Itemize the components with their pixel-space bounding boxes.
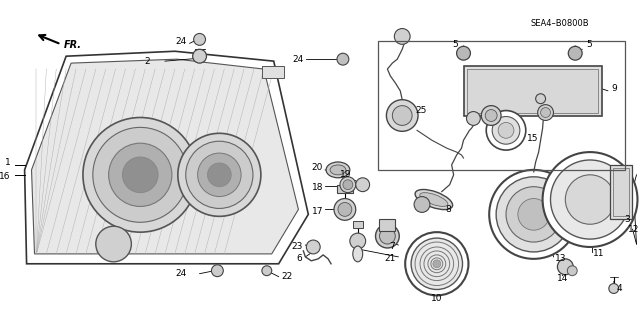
Text: 2: 2 — [145, 57, 150, 66]
Text: 20: 20 — [312, 163, 323, 172]
Text: 8: 8 — [445, 205, 451, 214]
Text: 6: 6 — [296, 254, 302, 263]
Text: FR.: FR. — [64, 40, 82, 50]
Bar — [337, 185, 353, 193]
Circle shape — [350, 233, 365, 249]
Text: 4: 4 — [617, 284, 622, 293]
Text: 12: 12 — [628, 225, 639, 234]
Circle shape — [433, 260, 441, 268]
Circle shape — [489, 170, 578, 259]
Bar — [262, 66, 284, 78]
Circle shape — [207, 163, 231, 187]
Text: 24: 24 — [175, 269, 187, 278]
Text: 1: 1 — [5, 159, 11, 167]
Circle shape — [541, 108, 550, 117]
Text: 3: 3 — [625, 215, 630, 224]
Circle shape — [93, 127, 188, 222]
Text: 5: 5 — [452, 40, 458, 49]
Circle shape — [543, 152, 637, 247]
Text: 10: 10 — [431, 294, 443, 303]
Circle shape — [550, 160, 630, 239]
Circle shape — [262, 266, 272, 276]
Circle shape — [456, 46, 470, 60]
Bar — [463, 66, 602, 115]
Circle shape — [394, 28, 410, 44]
Circle shape — [467, 112, 480, 125]
Circle shape — [557, 259, 573, 275]
Ellipse shape — [415, 189, 452, 210]
Text: 5: 5 — [586, 40, 592, 49]
Circle shape — [485, 110, 497, 122]
Text: 11: 11 — [593, 249, 605, 258]
Ellipse shape — [353, 246, 363, 262]
Text: 24: 24 — [292, 55, 303, 64]
Circle shape — [567, 266, 577, 276]
Circle shape — [340, 177, 356, 193]
Circle shape — [109, 143, 172, 206]
Circle shape — [536, 94, 545, 104]
Text: 17: 17 — [312, 207, 323, 216]
Circle shape — [343, 180, 353, 190]
Circle shape — [186, 141, 253, 208]
Circle shape — [356, 178, 370, 192]
Circle shape — [122, 157, 158, 193]
Bar — [610, 165, 632, 219]
Circle shape — [565, 175, 615, 224]
Text: 21: 21 — [384, 254, 396, 263]
Bar — [380, 219, 396, 231]
Circle shape — [518, 198, 550, 230]
Circle shape — [83, 117, 198, 232]
Text: 19: 19 — [340, 170, 351, 179]
Circle shape — [609, 284, 619, 293]
Circle shape — [492, 116, 520, 144]
Circle shape — [337, 53, 349, 65]
Circle shape — [498, 122, 514, 138]
Circle shape — [486, 111, 526, 150]
Text: 9: 9 — [612, 84, 618, 93]
Text: 25: 25 — [415, 106, 426, 115]
Ellipse shape — [326, 162, 350, 178]
Circle shape — [178, 133, 261, 216]
Circle shape — [414, 197, 430, 212]
Text: SEA4–B0800B: SEA4–B0800B — [531, 19, 589, 28]
Circle shape — [506, 187, 561, 242]
Text: 15: 15 — [527, 134, 538, 143]
Circle shape — [496, 177, 572, 252]
Circle shape — [392, 106, 412, 125]
Bar — [467, 69, 598, 113]
Bar — [612, 168, 628, 216]
Circle shape — [194, 33, 205, 45]
Bar — [378, 41, 625, 170]
Circle shape — [538, 105, 554, 121]
Circle shape — [380, 228, 396, 244]
Circle shape — [338, 203, 352, 216]
Circle shape — [481, 106, 501, 125]
Text: 7: 7 — [390, 242, 396, 251]
Circle shape — [411, 238, 463, 289]
Ellipse shape — [330, 165, 346, 175]
Circle shape — [96, 226, 131, 262]
Circle shape — [568, 46, 582, 60]
Polygon shape — [31, 59, 298, 254]
Circle shape — [193, 49, 207, 63]
Text: 22: 22 — [282, 272, 293, 281]
Text: 23: 23 — [291, 242, 302, 251]
Circle shape — [376, 224, 399, 248]
Polygon shape — [24, 51, 308, 264]
Text: 14: 14 — [557, 274, 568, 283]
Text: 16: 16 — [0, 172, 11, 181]
Text: 13: 13 — [556, 254, 567, 263]
Text: 24: 24 — [175, 37, 187, 46]
Bar — [353, 221, 363, 228]
Text: 18: 18 — [312, 183, 323, 192]
Ellipse shape — [420, 193, 448, 206]
Circle shape — [211, 265, 223, 277]
Circle shape — [405, 232, 468, 295]
Circle shape — [334, 198, 356, 220]
Circle shape — [387, 100, 418, 131]
Circle shape — [307, 240, 320, 254]
Circle shape — [198, 153, 241, 197]
